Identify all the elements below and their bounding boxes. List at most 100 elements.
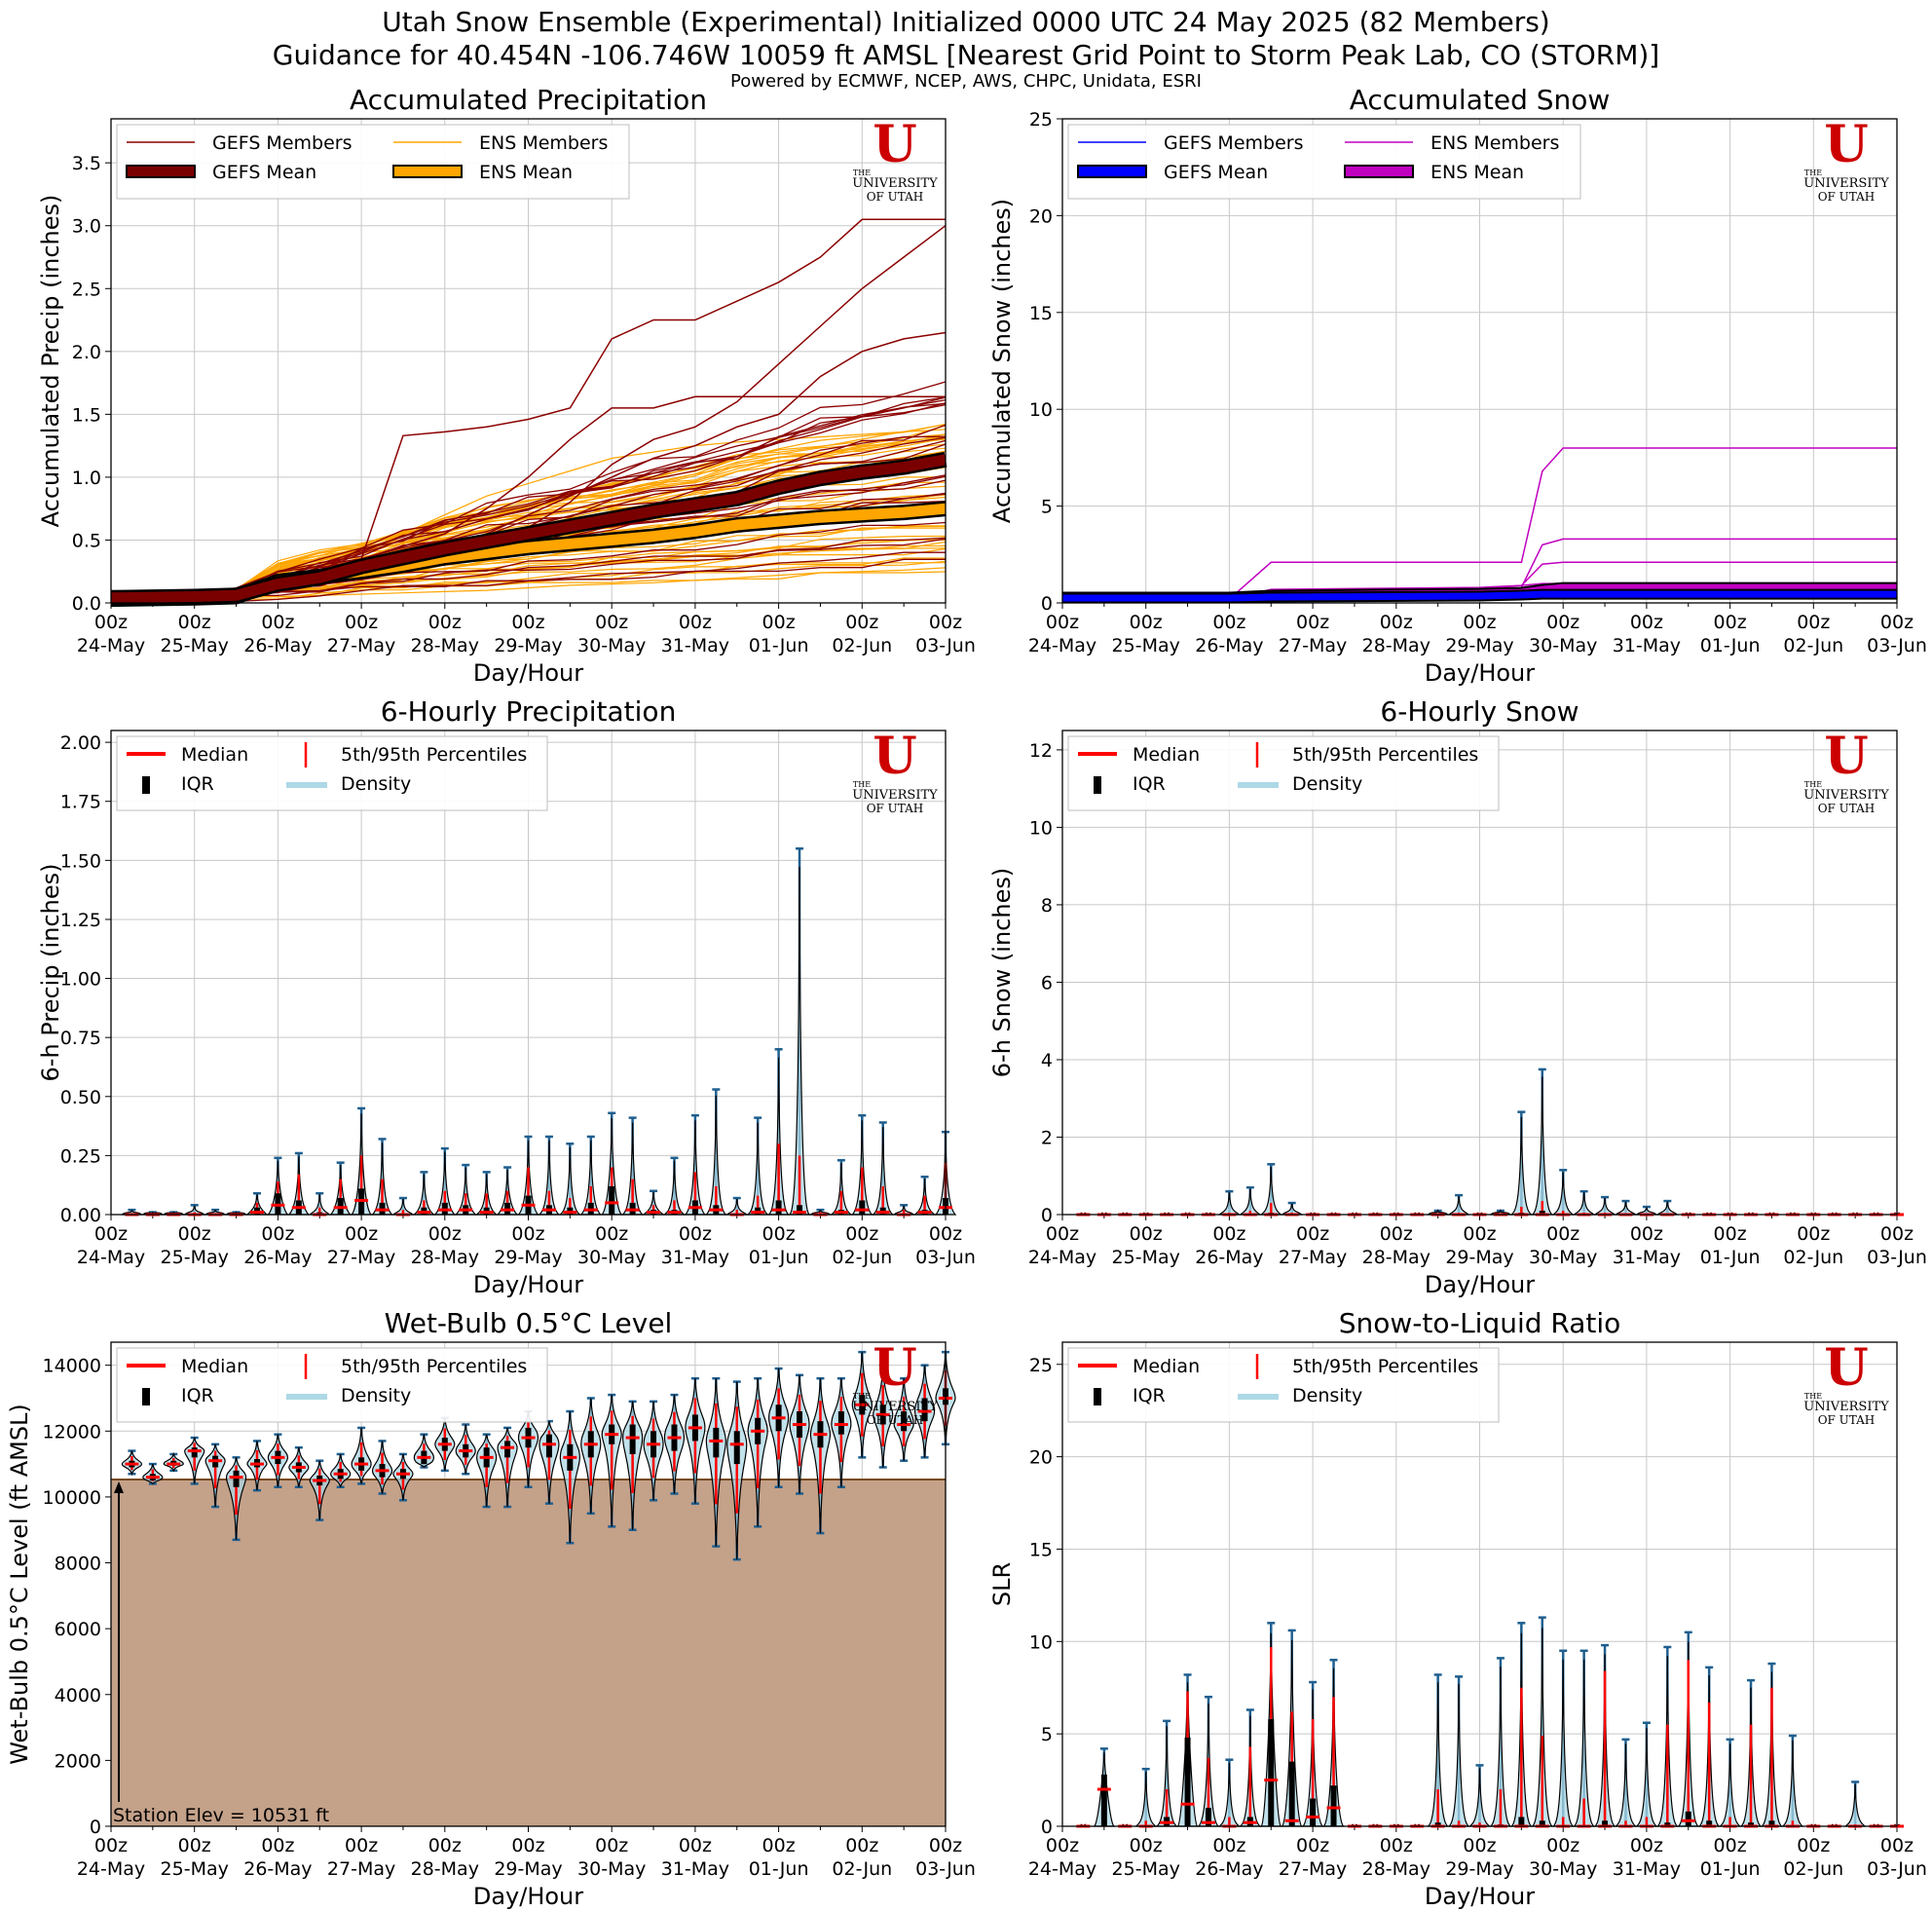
violin [1427, 1673, 1450, 1828]
violin [601, 1393, 622, 1528]
violin-density [1635, 1728, 1658, 1827]
y-tick-label: 2.00 [60, 732, 101, 754]
legend-label: GEFS Members [1164, 132, 1303, 154]
ens-member-line [111, 438, 947, 594]
x-tick-label-hour: 00z [929, 612, 962, 633]
y-tick-label: 8 [1041, 895, 1053, 917]
x-tick-label-hour: 00z [1546, 1835, 1579, 1856]
violin [1197, 1695, 1220, 1827]
legend-label: ENS Mean [479, 162, 573, 183]
x-tick-label-hour: 00z [1714, 1223, 1747, 1245]
logo-the: THE [1804, 1392, 1822, 1401]
violin [288, 1445, 310, 1489]
y-axis-label: SLR [988, 1562, 1016, 1606]
x-tick-label-hour: 00z [762, 1223, 796, 1245]
violin [142, 1462, 164, 1485]
x-tick-label-day: 02-Jun [1783, 1858, 1843, 1880]
violin [809, 1376, 832, 1535]
x-tick-label-day: 29-May [1445, 1247, 1513, 1268]
legend-swatch-gefs-mean [126, 165, 196, 178]
x-tick-label-day: 31-May [661, 1247, 729, 1268]
violin [204, 1443, 226, 1509]
violin-iqr [1602, 1820, 1609, 1826]
violin-iqr [1768, 1820, 1775, 1826]
violin [204, 1208, 227, 1217]
legend-label: Median [181, 744, 248, 766]
y-tick-label: 3.0 [72, 216, 101, 238]
violin-density [1217, 1192, 1241, 1216]
violin [163, 1451, 184, 1473]
violin [663, 1156, 686, 1216]
violin-iqr [191, 1447, 198, 1458]
violin-density [1447, 1684, 1470, 1827]
legend-swatch-gefs-mean [1077, 165, 1147, 178]
x-tick-label-day: 24-May [77, 1247, 145, 1268]
violin-density [1655, 1201, 1679, 1216]
violin [476, 1433, 498, 1509]
x-axis-label: Day/Hour [1425, 1271, 1535, 1298]
legend-swatch-ens-mean [392, 165, 463, 178]
x-tick-label-day: 01-Jun [749, 1247, 809, 1268]
violin [287, 1151, 311, 1216]
x-tick-label-hour: 00z [1880, 612, 1913, 633]
violin [412, 1171, 435, 1216]
violin [559, 1409, 580, 1545]
legend-label: 5th/95th Percentiles [341, 744, 527, 766]
logo-university: UNIVERSITY [852, 176, 938, 191]
violin [663, 1393, 686, 1495]
legend-box [1067, 1347, 1500, 1423]
x-tick-label-hour: 00z [929, 1835, 962, 1856]
x-tick-label-hour: 00z [1463, 1223, 1496, 1245]
legend-swatch-iqr [142, 776, 150, 794]
violin [1509, 1622, 1533, 1828]
violin-iqr [713, 1427, 720, 1458]
y-tick-label: 10 [1029, 817, 1053, 839]
x-tick-label-day: 25-May [161, 1247, 229, 1268]
legend-swatch-iqr [142, 1388, 150, 1405]
x-tick-label-day: 29-May [494, 1858, 562, 1880]
x-tick-label-hour: 00z [1797, 1835, 1830, 1856]
violin [621, 1116, 645, 1216]
logo-letter-u: U [873, 115, 916, 174]
x-tick-label-day: 26-May [243, 1858, 312, 1880]
x-tick-label-hour: 00z [428, 1835, 462, 1856]
gefs-member-line [110, 521, 947, 604]
violin [872, 1121, 895, 1216]
y-tick-label: 25 [1029, 1355, 1053, 1376]
violin-iqr [1664, 1822, 1671, 1826]
y-tick-label: 0.50 [60, 1087, 101, 1108]
violin [1677, 1630, 1700, 1827]
x-tick-label-hour: 00z [1714, 612, 1747, 633]
gefs-member-line [110, 398, 947, 598]
x-tick-label-day: 24-May [77, 1858, 145, 1880]
x-tick-label-day: 28-May [411, 1247, 479, 1268]
logo-letter-u: U [1824, 115, 1868, 174]
violin [851, 1350, 873, 1459]
logo-university: UNIVERSITY [1803, 1400, 1889, 1414]
violin [1259, 1622, 1282, 1827]
violin [496, 1166, 519, 1216]
violin-iqr [1685, 1811, 1691, 1826]
x-tick-label-day: 26-May [1195, 1247, 1263, 1268]
data-credits: Powered by ECMWF, NCEP, AWS, CHPC, Unida… [730, 71, 1202, 92]
y-tick-label: 1.75 [60, 792, 101, 813]
violin-iqr [837, 1411, 844, 1435]
violin-density [1551, 1172, 1575, 1216]
legend-label: IQR [181, 773, 214, 795]
x-tick-label-day: 03-Jun [915, 1247, 976, 1268]
violin [558, 1143, 581, 1216]
panel-6-hourly-precipitation: 6-Hourly Precipitation 00z 24-May 00z 25-May… [0, 686, 976, 1299]
legend-label: ENS Mean [1430, 162, 1524, 183]
y-axis-label: Accumulated Precip (inches) [37, 195, 64, 528]
logo-letter-u: U [873, 1338, 916, 1398]
legend-label: Density [341, 1385, 411, 1406]
x-tick-label-day: 31-May [1613, 1858, 1681, 1880]
y-tick-label: 0 [90, 1817, 101, 1838]
x-tick-label-hour: 00z [1797, 1223, 1830, 1245]
logo-the: THE [1804, 780, 1822, 789]
x-tick-label-hour: 00z [178, 1223, 211, 1245]
legend-label: 5th/95th Percentiles [1292, 1356, 1478, 1377]
violin-iqr [1100, 1774, 1107, 1826]
violin [1093, 1747, 1116, 1827]
x-tick-label-day: 03-Jun [915, 1858, 976, 1880]
